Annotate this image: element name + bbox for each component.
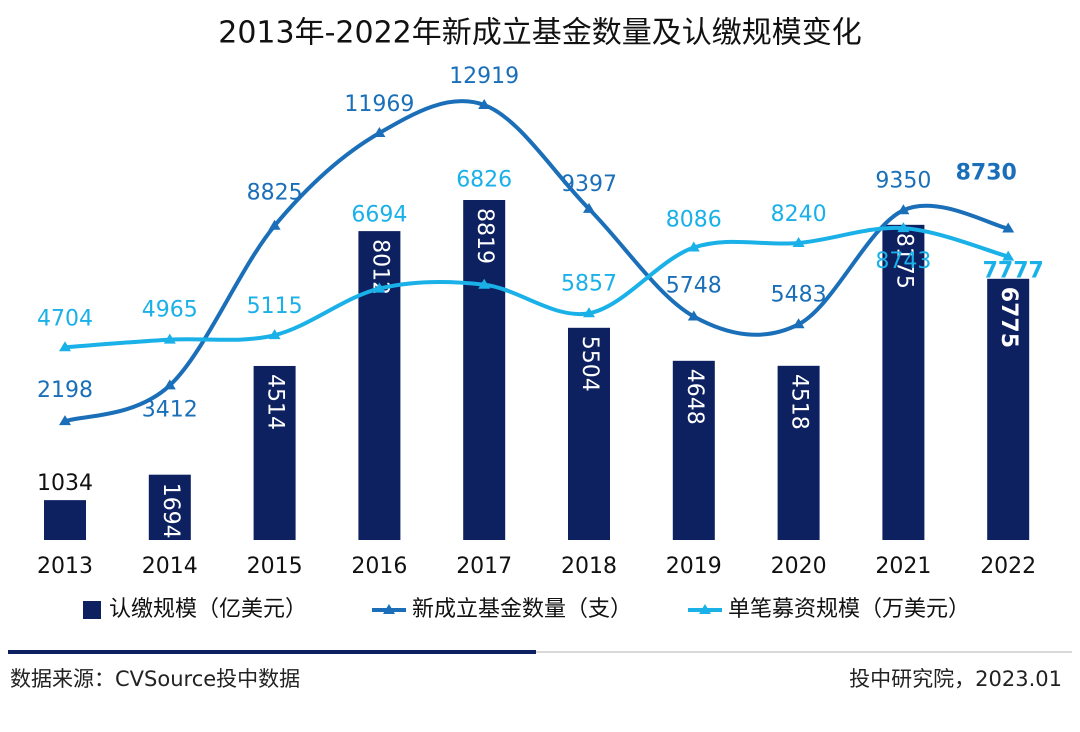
legend-marker xyxy=(383,604,395,614)
x-tick-label: 2017 xyxy=(456,554,512,579)
line-marker xyxy=(373,127,386,138)
bar-value-label: 8175 xyxy=(891,233,916,289)
legend-label: 单笔募资规模（万美元） xyxy=(728,597,970,622)
x-tick-label: 2019 xyxy=(666,554,722,579)
line-value-label: 8825 xyxy=(247,181,303,206)
line-value-label: 5857 xyxy=(561,271,617,296)
line-value-label: 5483 xyxy=(771,282,827,307)
bar xyxy=(463,200,506,540)
line-marker xyxy=(583,307,595,318)
line-value-label: 6826 xyxy=(456,168,512,193)
line-value-label: 8743 xyxy=(875,249,931,274)
legend-label: 认缴规模（亿美元） xyxy=(109,597,307,622)
line-marker xyxy=(163,379,176,390)
line-marker xyxy=(478,278,491,289)
legend-marker xyxy=(699,604,711,614)
x-tick-label: 2018 xyxy=(561,554,617,579)
line-marker xyxy=(268,329,281,340)
line-value-label: 4704 xyxy=(37,306,93,331)
bar xyxy=(672,360,715,540)
line-marker xyxy=(1002,250,1015,261)
line-value-label: 3412 xyxy=(142,397,198,422)
bar xyxy=(568,327,610,540)
line-marker xyxy=(792,236,805,247)
x-tick-label: 2020 xyxy=(771,554,827,579)
footer-credit: 投中研究院，2023.01 xyxy=(849,667,1062,691)
bar xyxy=(777,365,820,540)
legend-swatch xyxy=(83,601,101,619)
line xyxy=(64,225,1009,350)
bar xyxy=(987,278,1030,540)
bar xyxy=(44,500,86,540)
bar-value-label: 1694 xyxy=(158,483,183,539)
x-tick-label: 2021 xyxy=(875,554,931,579)
line-marker xyxy=(687,241,700,252)
bar-value-label: 8819 xyxy=(472,208,497,264)
line-value-label: 2198 xyxy=(37,378,93,403)
bar xyxy=(253,365,296,540)
line-marker xyxy=(478,99,491,109)
line-value-label: 11969 xyxy=(344,92,414,117)
bar xyxy=(148,474,191,540)
line-value-label: 7777 xyxy=(983,259,1044,284)
bar-value-label: 1034 xyxy=(37,471,93,496)
line-marker xyxy=(897,222,910,233)
x-tick-label: 2013 xyxy=(37,554,93,579)
line-marker xyxy=(792,318,805,329)
line-value-label: 8240 xyxy=(771,202,827,227)
line-value-label: 6694 xyxy=(351,203,407,228)
bar-value-label: 4518 xyxy=(787,374,812,430)
line-marker xyxy=(59,415,71,426)
line-marker xyxy=(373,282,386,293)
line-value-label: 8730 xyxy=(956,161,1017,186)
line-marker xyxy=(163,333,176,344)
chart-title: 2013年-2022年新成立基金数量及认缴规模变化 xyxy=(218,16,862,51)
x-tick-label: 2014 xyxy=(142,554,198,579)
line-value-label: 5748 xyxy=(666,273,722,298)
footer-rule-dark xyxy=(8,650,536,654)
line-value-label: 4965 xyxy=(142,298,198,323)
bar-value-label: 5504 xyxy=(577,336,602,392)
bar-value-label: 6775 xyxy=(996,287,1021,348)
bar-value-label: 4648 xyxy=(682,369,707,425)
bar xyxy=(882,224,925,540)
line-marker xyxy=(1002,222,1015,233)
line-marker xyxy=(897,204,910,215)
line-value-label: 5115 xyxy=(247,294,303,319)
line-value-label: 12919 xyxy=(449,64,519,89)
x-tick-label: 2016 xyxy=(351,554,407,579)
line-marker xyxy=(59,341,71,352)
line-value-label: 8086 xyxy=(666,208,722,233)
line-marker xyxy=(687,310,700,321)
footer-source: 数据来源：CVSource投中数据 xyxy=(10,667,300,691)
line-marker xyxy=(583,202,595,213)
x-tick-label: 2015 xyxy=(247,554,303,579)
line-value-label: 9350 xyxy=(875,168,931,193)
x-tick-label: 2022 xyxy=(980,554,1036,579)
line xyxy=(64,99,1009,424)
footer-rule-light xyxy=(536,651,1072,653)
bar-value-label: 4514 xyxy=(263,374,288,430)
line-marker xyxy=(268,219,281,230)
legend-label: 新成立基金数量（支） xyxy=(412,597,632,622)
line-value-label: 9397 xyxy=(561,172,617,197)
